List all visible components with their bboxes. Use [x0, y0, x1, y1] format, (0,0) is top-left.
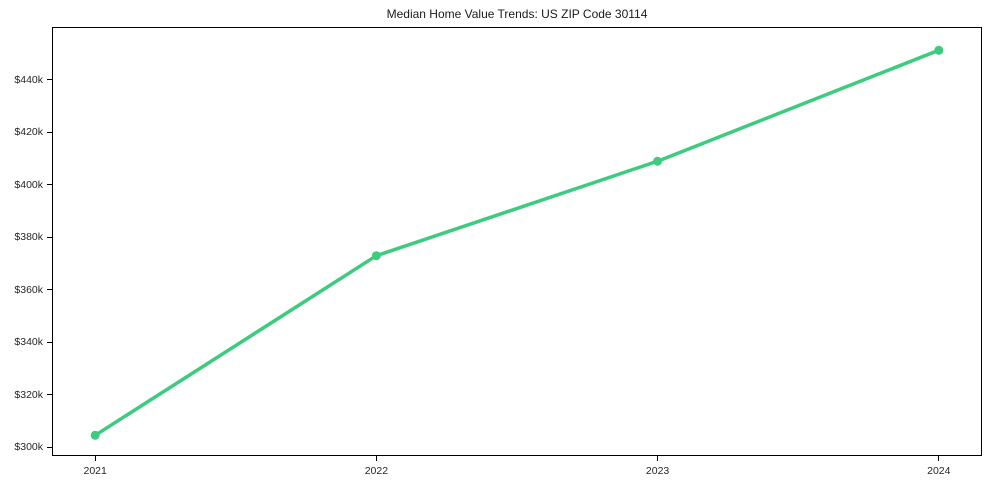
y-tick-mark [47, 446, 52, 448]
y-tick-label: $420k [14, 126, 43, 139]
y-tick-mark [47, 184, 52, 186]
data-point-marker [934, 45, 944, 55]
y-tick-label: $340k [14, 336, 43, 349]
y-tick-mark [47, 289, 52, 291]
y-tick-mark [47, 394, 52, 396]
chart-title: Median Home Value Trends: US ZIP Code 30… [386, 7, 648, 21]
plot-area [52, 27, 982, 456]
y-tick-mark [47, 131, 52, 133]
x-tick-label: 2021 [83, 465, 107, 477]
x-tick-mark [94, 456, 96, 461]
data-point-marker [371, 251, 381, 261]
y-tick-mark [47, 79, 52, 81]
x-tick-label: 2022 [364, 465, 389, 477]
data-point-marker [90, 430, 100, 440]
y-tick-label: $380k [14, 231, 43, 244]
y-tick-label: $300k [14, 441, 43, 454]
trend-line-svg [90, 45, 944, 440]
x-tick-label: 2023 [645, 465, 670, 477]
y-tick-label: $400k [14, 178, 43, 191]
x-tick-mark [938, 456, 940, 461]
x-tick-mark [375, 456, 377, 461]
y-tick-label: $320k [14, 388, 43, 401]
x-tick-label: 2024 [927, 465, 951, 477]
trend-line [93, 48, 941, 438]
y-tick-mark [47, 236, 52, 238]
data-point-marker [653, 156, 663, 166]
y-tick-label: $440k [14, 73, 43, 86]
y-tick-label: $360k [14, 283, 43, 296]
x-tick-mark [657, 456, 659, 461]
y-tick-mark [47, 341, 52, 343]
